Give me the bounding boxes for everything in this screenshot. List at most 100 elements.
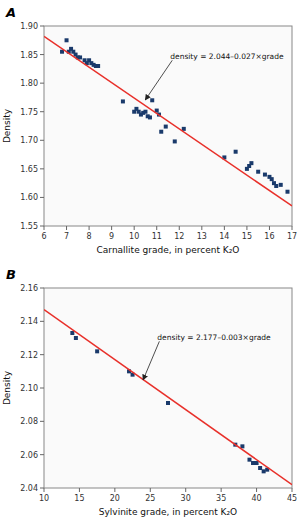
point — [240, 444, 244, 448]
point — [173, 139, 177, 143]
y-tick — [40, 488, 44, 489]
x-tick-label: 10 — [129, 232, 139, 241]
point — [121, 99, 125, 103]
y-axis-label: Density — [2, 108, 12, 143]
x-tick-label: 7 — [64, 232, 69, 241]
regression-line — [44, 36, 292, 206]
x-tick-label: 16 — [264, 232, 274, 241]
point — [263, 173, 267, 177]
regression-line — [44, 310, 292, 485]
y-tick — [40, 388, 44, 389]
panel-label: B — [6, 267, 16, 282]
y-tick-label: 1.80 — [20, 79, 38, 88]
x-tick — [79, 488, 80, 492]
x-tick — [134, 226, 135, 230]
panel: 678910111213141516171.551.601.651.701.75… — [2, 5, 297, 255]
y-tick-label: 1.70 — [20, 136, 38, 145]
y-tick — [40, 140, 44, 141]
y-tick — [40, 83, 44, 84]
point — [285, 190, 289, 194]
y-tick — [40, 226, 44, 227]
point — [249, 161, 253, 165]
x-tick — [292, 226, 293, 230]
data-group — [44, 310, 292, 485]
x-tick — [66, 226, 67, 230]
y-tick-label: 1.60 — [20, 193, 38, 202]
y-tick-label: 1.55 — [20, 222, 38, 231]
annotation-text: density = 2.177–0.003×grade — [157, 333, 271, 342]
y-tick-label: 2.10 — [20, 384, 38, 393]
x-tick — [221, 488, 222, 492]
point — [65, 38, 69, 42]
x-tick-label: 9 — [109, 232, 114, 241]
point — [143, 110, 147, 114]
plot-frame — [44, 288, 292, 488]
x-tick — [246, 226, 247, 230]
x-tick — [224, 226, 225, 230]
point — [234, 150, 238, 154]
point — [251, 461, 255, 465]
x-tick-label: 30 — [181, 494, 191, 503]
point — [78, 55, 82, 59]
x-tick — [44, 488, 45, 492]
y-tick-label: 2.14 — [20, 317, 38, 326]
annotation-arrow — [145, 60, 172, 99]
x-tick — [292, 488, 293, 492]
plot-frame — [44, 26, 292, 226]
point — [96, 64, 100, 68]
y-tick-label: 1.65 — [20, 165, 38, 174]
x-tick-label: 8 — [87, 232, 92, 241]
point — [262, 469, 266, 473]
x-tick-label: 25 — [145, 494, 155, 503]
point — [166, 401, 170, 405]
y-tick-label: 1.90 — [20, 22, 38, 31]
point — [159, 130, 163, 134]
x-axis-label: Sylvinite grade, in percent K₂O — [99, 507, 237, 517]
point — [95, 349, 99, 353]
x-tick — [44, 226, 45, 230]
x-axis-label: Carnallite grade, in percent K₂O — [97, 245, 240, 255]
y-tick — [40, 288, 44, 289]
x-tick-label: 6 — [41, 232, 46, 241]
x-tick — [179, 226, 180, 230]
y-tick-label: 2.16 — [20, 284, 38, 293]
y-tick-label: 2.08 — [20, 417, 38, 426]
x-tick-label: 14 — [219, 232, 229, 241]
y-tick — [40, 54, 44, 55]
x-tick-label: 13 — [197, 232, 207, 241]
x-tick — [256, 488, 257, 492]
x-tick-label: 40 — [251, 494, 261, 503]
point — [150, 98, 154, 102]
x-tick — [185, 488, 186, 492]
y-tick — [40, 454, 44, 455]
x-tick-label: 35 — [216, 494, 226, 503]
point — [279, 183, 283, 187]
point — [74, 336, 78, 340]
y-tick — [40, 321, 44, 322]
y-axis-label: Density — [2, 370, 12, 405]
y-tick — [40, 168, 44, 169]
y-tick-label: 1.85 — [20, 51, 38, 60]
annotation-arrow — [143, 341, 159, 379]
x-tick — [89, 226, 90, 230]
x-tick-label: 12 — [174, 232, 184, 241]
point — [247, 458, 251, 462]
y-tick-label: 2.06 — [20, 451, 38, 460]
y-tick — [40, 111, 44, 112]
y-tick — [40, 421, 44, 422]
x-tick — [201, 226, 202, 230]
y-tick-label: 2.12 — [20, 351, 38, 360]
x-tick-label: 11 — [152, 232, 162, 241]
x-tick — [111, 226, 112, 230]
figure: 678910111213141516171.551.601.651.701.75… — [0, 0, 300, 524]
x-tick — [114, 488, 115, 492]
x-tick-label: 17 — [287, 232, 297, 241]
x-tick-label: 15 — [242, 232, 252, 241]
x-tick-label: 45 — [287, 494, 297, 503]
y-tick — [40, 197, 44, 198]
x-tick — [156, 226, 157, 230]
point — [164, 125, 168, 129]
data-group — [44, 36, 292, 206]
point — [274, 184, 278, 188]
x-tick-label: 15 — [74, 494, 84, 503]
